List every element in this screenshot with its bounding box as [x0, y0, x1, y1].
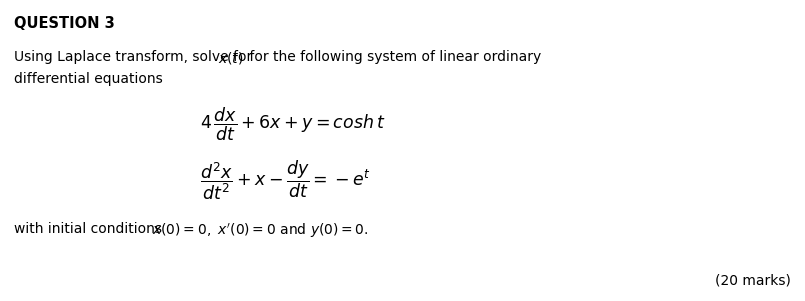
Text: QUESTION 3: QUESTION 3 — [14, 16, 115, 31]
Text: (20 marks): (20 marks) — [715, 273, 791, 287]
Text: for the following system of linear ordinary: for the following system of linear ordin… — [245, 50, 541, 64]
Text: Using Laplace transform, solve for: Using Laplace transform, solve for — [14, 50, 257, 64]
Text: $x(t)$: $x(t)$ — [218, 50, 244, 66]
Text: $x(0) = 0,\ x'(0) = 0$ and $y(0) = 0.$: $x(0) = 0,\ x'(0) = 0$ and $y(0) = 0.$ — [152, 222, 369, 240]
Text: differential equations: differential equations — [14, 72, 163, 86]
Text: $\dfrac{d^2x}{dt^2} + x - \dfrac{dy}{dt} = -e^t$: $\dfrac{d^2x}{dt^2} + x - \dfrac{dy}{dt}… — [200, 158, 371, 202]
Text: with initial conditions: with initial conditions — [14, 222, 167, 236]
Text: $4\,\dfrac{dx}{dt} + 6x + y = \mathit{cosh}\, t$: $4\,\dfrac{dx}{dt} + 6x + y = \mathit{co… — [200, 106, 386, 143]
